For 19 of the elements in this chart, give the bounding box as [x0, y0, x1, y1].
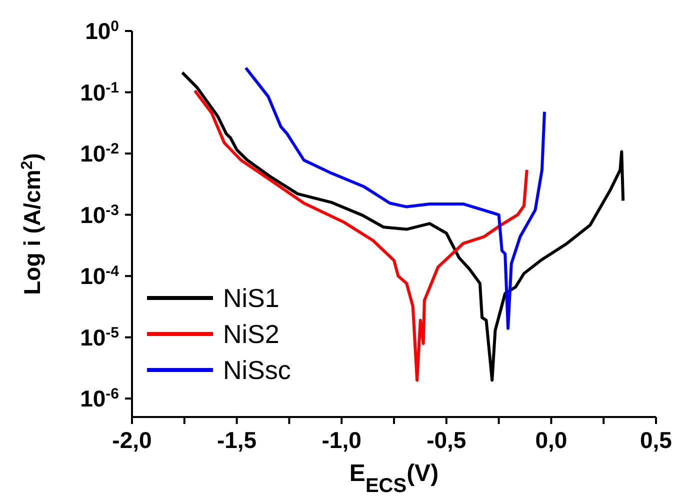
legend-label: NiS2 — [223, 318, 280, 350]
legend-label: NiSsc — [223, 354, 291, 386]
y-tick-label: 10$^{-1}$ — [80, 78, 119, 106]
x-tick-label: -1,0 — [322, 427, 362, 453]
y-tick-label: 10$^{-3}$ — [80, 201, 119, 228]
x-tick-label: -0,5 — [426, 427, 466, 453]
x-axis-title: E$_{ECS}$(V) — [349, 460, 439, 497]
line-series — [193, 89, 528, 382]
y-tick-label: 10$^{-2}$ — [80, 140, 119, 167]
y-tick-label: 10$^{0}$ — [85, 18, 119, 44]
y-tick-label: 10$^{-5}$ — [80, 324, 119, 350]
x-tick-label: -1,5 — [216, 427, 257, 453]
y-tick-label: 10$^{-6}$ — [80, 385, 119, 412]
line-series — [180, 71, 625, 382]
x-tick-label: -2,0 — [112, 427, 152, 453]
x-tick-label: 0,0 — [535, 427, 568, 453]
x-tick-label: 0,5 — [640, 427, 672, 453]
legend-label: NiS1 — [223, 282, 280, 314]
y-tick-label: 10$^{-4}$ — [80, 262, 120, 290]
